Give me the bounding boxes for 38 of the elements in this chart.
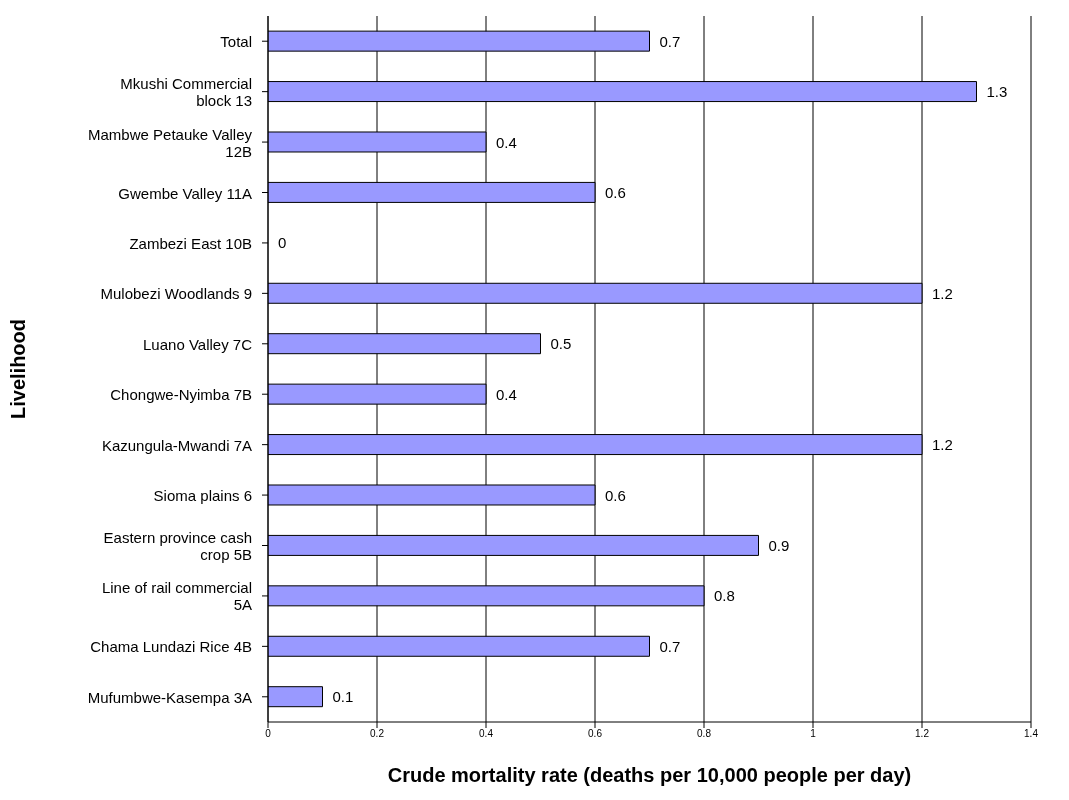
y-axis-title: Livelihood — [7, 319, 30, 419]
data-label: 0.1 — [332, 688, 354, 706]
data-label: 0.4 — [496, 385, 517, 403]
y-tick-label: Mambwe Petauke Valley 12B — [88, 125, 253, 160]
data-label: 1.3 — [986, 83, 1008, 101]
data-label: 0 — [278, 234, 287, 252]
y-tick-label: Mkushi Commercial block 13 — [120, 74, 252, 109]
data-label: 0.7 — [659, 32, 681, 50]
y-tick-label: Sioma plains 6 — [153, 486, 252, 504]
y-tick-label: Eastern province cash crop 5B — [103, 528, 252, 563]
x-tick-label: 0.2 — [370, 728, 385, 740]
y-tick-label: Chongwe-Nyimba 7B — [110, 385, 252, 403]
x-tick-label: 1.2 — [915, 728, 930, 740]
data-label: 1.2 — [932, 284, 953, 302]
y-tick-label: Line of rail commercial 5A — [101, 578, 252, 613]
data-label: 0.6 — [605, 184, 626, 201]
data-label: 0.8 — [714, 587, 735, 605]
x-tick-label: 0.8 — [697, 728, 712, 740]
x-tick-label: 1.4 — [1024, 728, 1039, 740]
y-tick-label: Chama Lundazi Rice 4B — [90, 637, 252, 655]
x-axis-title: Crude mortality rate (deaths per 10,000 people per day) — [387, 764, 912, 786]
y-tick-label: Mulobezi Woodlands 9 — [100, 284, 252, 302]
y-tick-label: Zambezi East 10B — [129, 234, 252, 252]
x-tick-label: 0.6 — [588, 728, 603, 740]
y-tick-label: Mufumbwe-Kasempa 3A — [87, 688, 252, 706]
y-tick-label: Kazungula-Mwandi 7A — [101, 436, 252, 454]
data-label: 0.6 — [605, 486, 626, 504]
data-label: 1.2 — [932, 436, 953, 454]
data-label: 0.9 — [768, 537, 790, 554]
y-tick-label: Gwembe Valley 11A — [118, 184, 252, 201]
y-tick-label: Total — [220, 32, 252, 50]
x-tick-label: 0 — [265, 728, 272, 740]
y-tick-label: Luano Valley 7C — [143, 335, 253, 353]
data-label: 0.5 — [550, 335, 572, 353]
x-tick-label: 0.4 — [479, 728, 494, 740]
data-label: 0.7 — [659, 637, 681, 655]
data-label: 0.4 — [496, 133, 517, 151]
x-tick-label: 1 — [810, 728, 817, 740]
